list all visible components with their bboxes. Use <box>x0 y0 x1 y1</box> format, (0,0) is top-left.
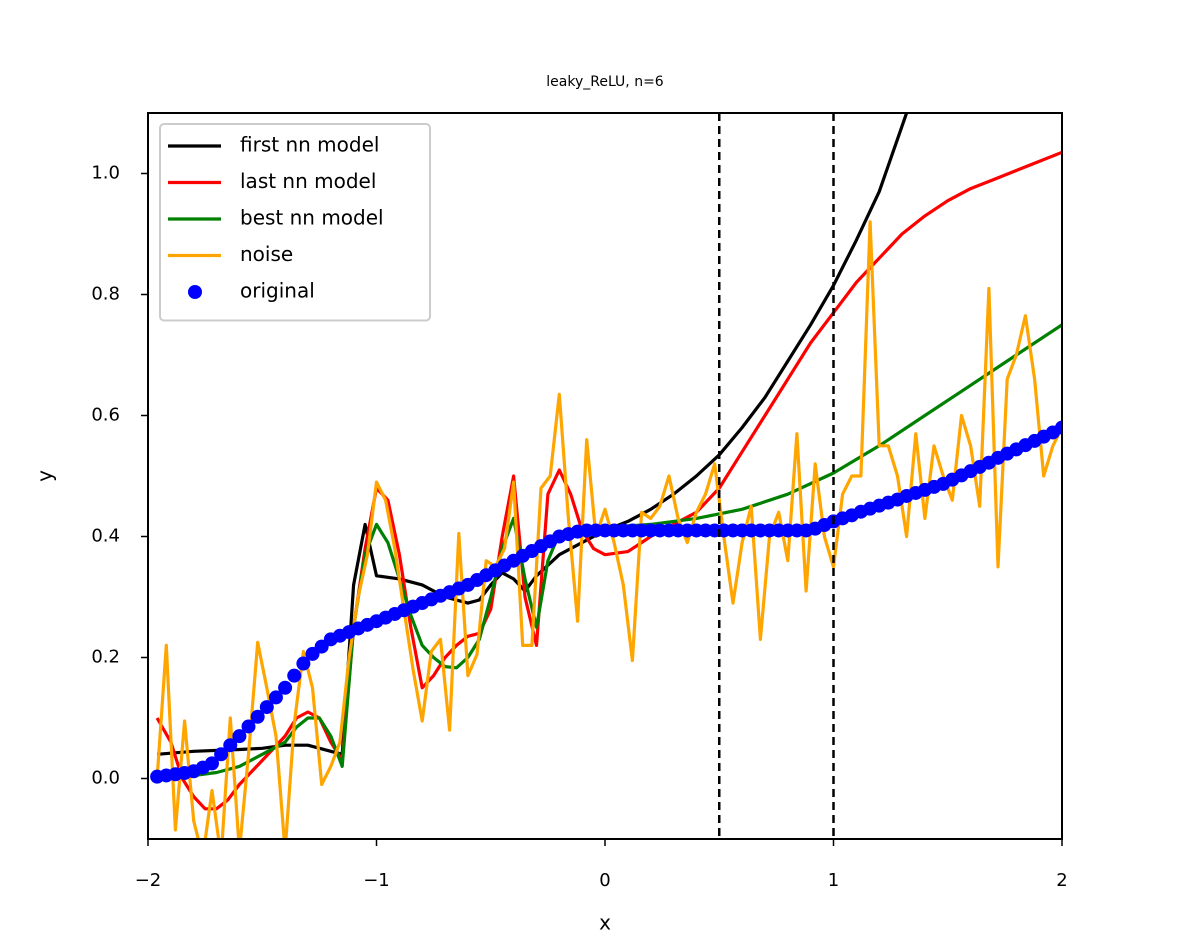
axes-frame <box>147 112 1063 840</box>
x-axis-label: x <box>599 911 611 935</box>
data-point <box>223 738 238 753</box>
y-tick-label: 1.0 <box>91 163 120 184</box>
legend-label: first nn model <box>240 133 379 157</box>
data-point <box>259 700 274 715</box>
data-point <box>232 729 247 744</box>
x-tick-label: −2 <box>135 870 162 891</box>
data-point <box>296 656 311 671</box>
y-tick-label: 0.6 <box>91 405 120 426</box>
data-line <box>155 150 1062 811</box>
legend-label: last nn model <box>240 169 376 193</box>
y-tick-label: 0.4 <box>91 526 120 547</box>
legend-box <box>159 123 431 322</box>
legend-label: noise <box>240 242 293 266</box>
x-tick-label: 1 <box>828 870 839 891</box>
legend-label: best nn model <box>240 206 384 230</box>
y-tick-label: 0.0 <box>91 768 120 789</box>
data-point <box>241 719 256 734</box>
chart-title: leaky_ReLU, n=6 <box>546 74 664 90</box>
x-tick-label: −1 <box>363 870 390 891</box>
legend-marker <box>188 285 202 299</box>
data-point <box>1055 420 1062 435</box>
axes: −2 −1 0 1 2 0.0 0.2 0.4 0.6 0.8 1.0 first nn model l… <box>91 112 1068 891</box>
data-point <box>250 709 265 724</box>
x-tick-label: 0 <box>599 870 610 891</box>
y-axis-label: y <box>33 470 57 482</box>
data-point <box>204 756 219 771</box>
data-point <box>287 668 302 683</box>
data-line <box>156 113 909 756</box>
data-point <box>268 690 283 705</box>
data-point <box>214 747 229 762</box>
plot-area <box>150 113 1062 839</box>
x-tick-label: 2 <box>1056 870 1067 891</box>
legend-label: original <box>240 279 315 303</box>
y-tick-label: 0.8 <box>91 284 120 305</box>
y-tick-label: 0.2 <box>91 647 120 668</box>
data-point <box>278 680 293 695</box>
